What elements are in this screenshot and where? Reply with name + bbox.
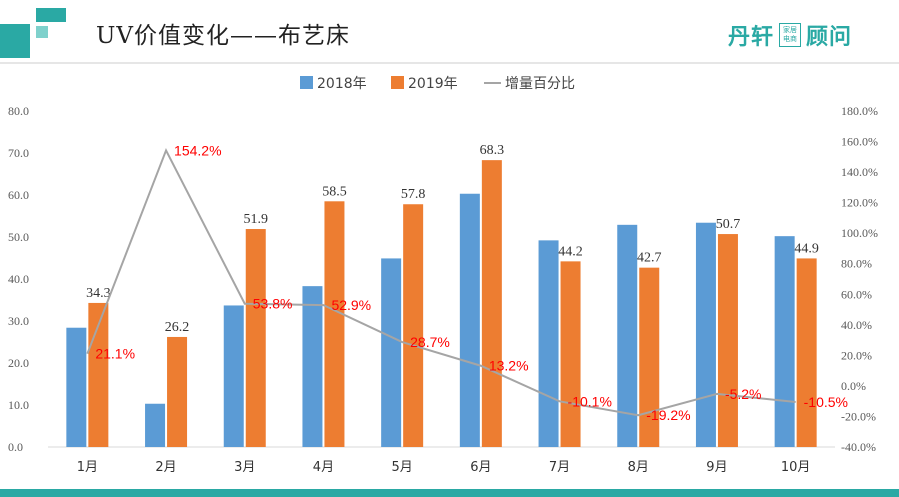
legend-swatch-2019 (391, 76, 404, 89)
pct-data-label: -5.2% (725, 386, 762, 402)
bar-2019 (245, 229, 266, 447)
bar-2019-data-label: 44.9 (794, 241, 819, 256)
y-left-tick-label: 30.0 (8, 314, 29, 328)
bar-2019-data-label: 68.3 (480, 143, 505, 158)
y-left-tick-label: 10.0 (8, 398, 29, 412)
y-right-tick-label: 120.0% (841, 196, 878, 210)
y-right-tick-label: -40.0% (841, 440, 876, 454)
x-category-label: 8月 (628, 460, 649, 475)
x-category-label: 3月 (234, 460, 255, 475)
brand-box-bottom: 电商 (783, 35, 798, 43)
brand-box: 家居 电商 (779, 23, 802, 47)
y-left-tick-label: 80.0 (8, 104, 29, 118)
x-category-label: 9月 (706, 460, 727, 475)
bar-2018 (381, 258, 402, 447)
pct-line (86, 147, 796, 417)
bar-2018 (459, 193, 480, 447)
bar-2019-data-label: 34.3 (86, 286, 111, 301)
teal-logo-shape (0, 8, 66, 58)
y-left-tick-label: 70.0 (8, 146, 29, 160)
bar-2019-data-label: 51.9 (244, 212, 269, 227)
x-category-label: 6月 (470, 460, 491, 475)
y-right-tick-label: 180.0% (841, 104, 878, 118)
y-left-tick-label: 20.0 (8, 356, 29, 370)
pct-data-label: 53.8% (253, 296, 293, 312)
pct-data-label: -19.2% (646, 407, 690, 423)
y-left-tick-label: 40.0 (8, 272, 29, 286)
bar-2018 (774, 236, 795, 447)
bar-2018 (538, 240, 559, 447)
y-left-tick-label: 60.0 (8, 188, 29, 202)
header-divider (0, 62, 899, 64)
pct-data-label: 154.2% (174, 142, 221, 158)
bar-2019-data-label: 26.2 (165, 320, 190, 335)
y-left-tick-label: 50.0 (8, 230, 29, 244)
bar-2019 (167, 336, 188, 447)
bar-2019 (560, 261, 581, 447)
bar-2018 (223, 305, 244, 447)
legend-label-2019: 2019年 (408, 76, 458, 92)
brand-logo: 丹轩 家居 电商 顾问 (728, 19, 852, 51)
bar-2019-data-label: 57.8 (401, 187, 426, 202)
bar-2018 (145, 403, 166, 447)
pct-data-label: -10.1% (568, 393, 612, 409)
bar-2019 (639, 267, 660, 447)
pct-data-label: -10.5% (804, 394, 848, 410)
y-right-tick-label: 40.0% (841, 318, 872, 332)
bar-2019 (403, 204, 424, 447)
bar-2019-data-label: 58.5 (322, 184, 347, 199)
x-category-label: 10月 (781, 460, 811, 475)
bar-2018 (695, 222, 716, 447)
pct-data-label: 21.1% (95, 346, 135, 362)
x-category-label: 5月 (392, 460, 413, 475)
y-right-tick-label: 80.0% (841, 257, 872, 271)
y-right-tick-label: 60.0% (841, 287, 872, 301)
y-right-tick-label: 100.0% (841, 226, 878, 240)
y-right-tick-label: 0.0% (841, 379, 866, 393)
pct-data-label: 52.9% (331, 297, 371, 313)
y-right-tick-label: -20.0% (841, 409, 876, 423)
y-right-tick-label: 20.0% (841, 348, 872, 362)
legend-label-2018: 2018年 (317, 76, 367, 92)
x-category-label: 7月 (549, 460, 570, 475)
y-right-tick-label: 160.0% (841, 135, 878, 149)
bar-2019 (324, 201, 345, 447)
bar-2019-data-label: 50.7 (716, 217, 741, 232)
brand-name-left: 丹轩 (728, 25, 775, 50)
bar-2019-data-label: 42.7 (637, 251, 662, 266)
chart: 2018年 2019年 增量百分比 0.0 10.0 20.0 30.0 40.0 50.0 60… (8, 76, 878, 475)
y-left-tick-label: 0.0 (8, 440, 23, 454)
bar-2018 (302, 286, 323, 447)
bar-2019 (796, 258, 817, 447)
header: UV价值变化——布艺床 丹轩 家居 电商 顾问 (0, 0, 899, 62)
page-title: UV价值变化——布艺床 (96, 23, 350, 49)
bar-2019 (717, 234, 738, 447)
x-category-label: 4月 (313, 460, 334, 475)
legend-label-pct: 增量百分比 (505, 76, 575, 92)
x-category-label: 2月 (155, 460, 176, 475)
bar-2018 (66, 327, 87, 447)
x-category-label: 1月 (77, 460, 98, 475)
footer-bar (0, 489, 899, 497)
y-right-tick-label: 140.0% (841, 165, 878, 179)
bar-2019-data-label: 44.2 (558, 244, 583, 259)
bar-2019 (481, 160, 502, 447)
bar-2018 (617, 224, 638, 447)
legend-swatch-2018 (300, 76, 313, 89)
pct-data-label: 13.2% (489, 358, 529, 374)
brand-box-top: 家居 (783, 26, 798, 34)
pct-data-label: 28.7% (410, 334, 450, 350)
brand-name-right: 顾问 (806, 25, 853, 50)
